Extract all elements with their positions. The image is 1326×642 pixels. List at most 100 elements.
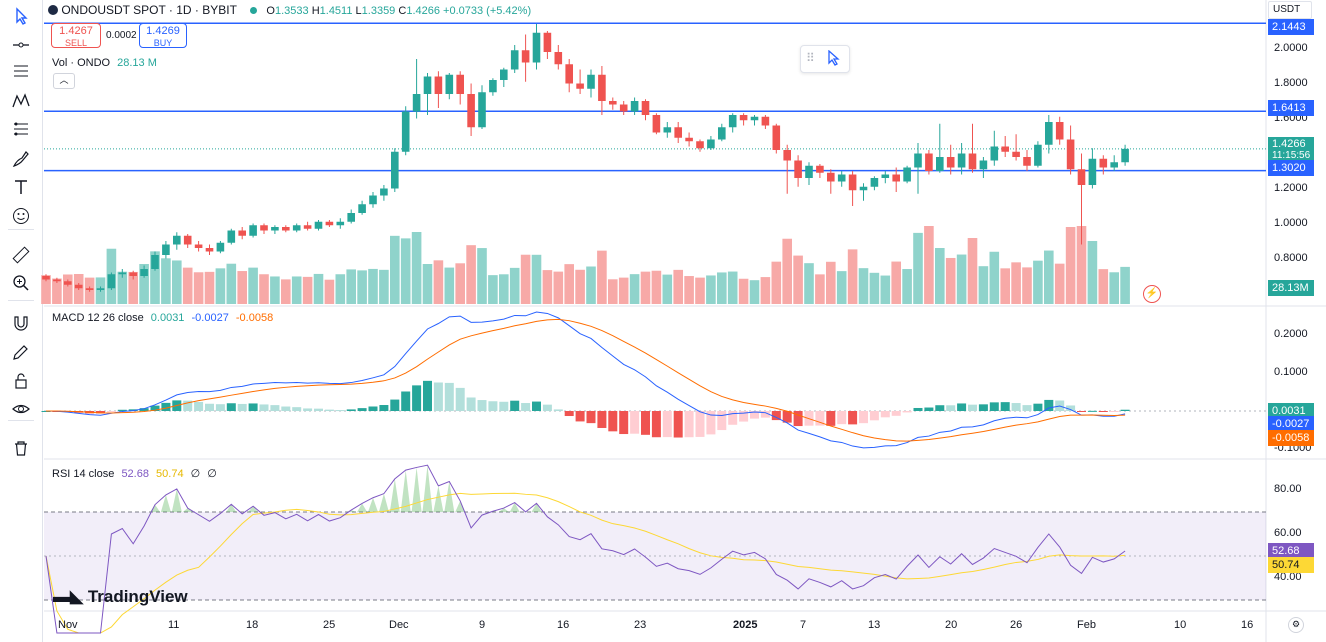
emoji-icon[interactable] xyxy=(9,204,33,228)
macd-histogram-bar xyxy=(869,411,879,421)
macd-histogram-bar xyxy=(248,403,258,411)
macd-histogram-bar xyxy=(215,404,225,411)
volume-bar xyxy=(1022,267,1032,304)
macd-histogram-bar xyxy=(510,400,520,411)
brush-icon[interactable] xyxy=(9,147,33,171)
floating-toolbar[interactable]: ⠿ xyxy=(800,45,850,73)
zoom-icon[interactable] xyxy=(9,271,33,295)
eye-icon[interactable] xyxy=(9,397,33,421)
text-icon[interactable] xyxy=(9,175,33,199)
volume-bar xyxy=(869,272,880,304)
candle-body xyxy=(369,195,377,205)
cursor-icon[interactable] xyxy=(827,50,841,66)
macd-histogram-bar xyxy=(444,382,454,411)
macd-histogram-bar xyxy=(488,401,498,411)
candle-body xyxy=(489,80,497,93)
price-tick: 2.0000 xyxy=(1274,41,1308,54)
candle-body xyxy=(85,288,94,290)
macd-histogram-bar xyxy=(205,403,214,411)
open-value: 1.3533 xyxy=(274,5,309,17)
horizontal-lines-icon[interactable] xyxy=(9,59,33,83)
chevron-up-icon: ︿ xyxy=(59,75,69,85)
flash-icon[interactable]: ⚡ xyxy=(1143,285,1161,303)
volume-bar xyxy=(488,275,498,304)
macd-histogram-bar xyxy=(760,411,770,418)
macd-histogram-bar xyxy=(891,411,901,416)
trash-icon[interactable] xyxy=(9,436,33,460)
time-tick: 13 xyxy=(868,619,881,631)
candle-body xyxy=(565,64,573,84)
macd-tick: 0.1000 xyxy=(1274,366,1308,378)
candle-body xyxy=(946,157,955,168)
volume-bar xyxy=(902,269,912,304)
symbol-name[interactable]: ONDOUSDT SPOT · 1D · BYBIT xyxy=(61,3,237,17)
sell-button[interactable]: 1.4267 SELL xyxy=(51,23,101,48)
volume-bar xyxy=(379,269,389,304)
market-status-dot xyxy=(250,7,258,14)
fib-icon[interactable] xyxy=(9,118,33,142)
magnet-icon[interactable] xyxy=(9,311,33,335)
macd-histogram-bar xyxy=(455,387,465,411)
candle-body xyxy=(271,227,279,231)
macd-histogram-bar xyxy=(466,397,476,411)
macd-histogram-bar xyxy=(259,404,269,411)
drag-handle-icon[interactable]: ⠿ xyxy=(806,51,815,65)
macd-tick: 0.2000 xyxy=(1274,328,1308,340)
candle-body xyxy=(456,74,464,94)
lock-icon[interactable] xyxy=(9,369,33,393)
rsi-overbought-fill xyxy=(433,485,444,512)
macd-histogram-bar xyxy=(335,410,345,412)
buy-button[interactable]: 1.4269 BUY xyxy=(139,23,187,48)
cursor-icon[interactable] xyxy=(9,4,33,28)
macd-histogram-bar xyxy=(651,411,661,438)
rsi-overbought-fill xyxy=(509,502,520,512)
macd-line-badge: -0.0027 xyxy=(1268,416,1314,432)
volume-bar xyxy=(782,238,792,304)
macd-histogram-bar xyxy=(1077,411,1086,412)
volume-bar xyxy=(1011,262,1021,304)
volume-bar xyxy=(324,279,335,304)
close-label: C xyxy=(398,5,407,17)
macd-histogram-bar xyxy=(750,411,759,419)
candle-body xyxy=(1110,162,1118,168)
low-label: L xyxy=(355,5,362,17)
pattern-icon[interactable] xyxy=(9,89,33,113)
macd-histogram-bar xyxy=(564,411,574,417)
volume-bar xyxy=(858,268,869,304)
candle-body xyxy=(630,101,639,112)
ruler-icon[interactable] xyxy=(9,243,33,267)
volume-bar xyxy=(270,276,280,304)
time-tick: 16 xyxy=(1241,619,1254,631)
volume-bar xyxy=(978,266,989,304)
rsi-overbought-fill xyxy=(531,503,542,512)
tradingview-watermark: ▬◣ TradingView xyxy=(53,587,188,607)
macd-histogram-bar xyxy=(368,406,378,411)
macd-histogram-bar xyxy=(1044,399,1054,411)
macd-histogram-bar xyxy=(815,411,825,426)
time-tick: Nov xyxy=(58,619,78,631)
pencil-lock-icon[interactable] xyxy=(9,340,33,364)
volume-bar xyxy=(836,271,847,304)
candle-body xyxy=(772,125,781,150)
settings-gear-icon[interactable]: ⚙ xyxy=(1288,617,1304,633)
macd-label: MACD 12 26 close xyxy=(52,312,144,324)
candle-body xyxy=(249,225,257,236)
volume-bar xyxy=(684,276,694,304)
crosshair-line-icon[interactable] xyxy=(9,33,33,57)
candle-body xyxy=(42,276,50,280)
macd-histogram-bar xyxy=(117,409,127,411)
macd-histogram-bar xyxy=(281,406,291,411)
candle-body xyxy=(162,244,170,255)
level-badge-top: 2.1443 xyxy=(1268,19,1314,35)
macd-histogram-bar xyxy=(793,411,803,427)
currency-select[interactable]: USDT xyxy=(1268,1,1312,19)
volume-bar xyxy=(847,249,858,304)
volume-bar xyxy=(150,251,160,304)
buy-label: BUY xyxy=(153,38,173,48)
collapse-legend-button[interactable]: ︿ xyxy=(53,73,75,89)
drawing-toolbar xyxy=(0,0,43,642)
candle-body xyxy=(292,225,301,231)
volume-bar xyxy=(673,269,683,304)
candle-body xyxy=(358,204,366,213)
